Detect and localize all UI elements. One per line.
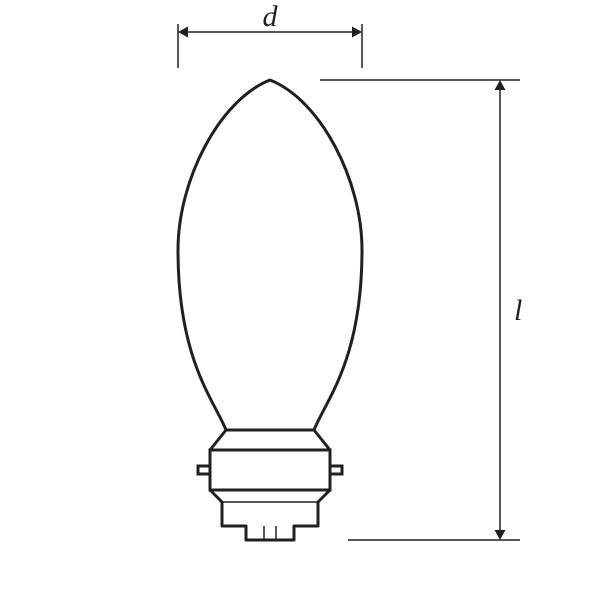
diagram-container: dl <box>0 0 600 600</box>
dim-d-label: d <box>263 0 279 33</box>
bulb-glass-outline <box>178 80 362 430</box>
bayonet-pin-right <box>330 466 342 474</box>
bayonet-pin-left <box>198 466 210 474</box>
bulb-base-body <box>210 450 330 490</box>
bulb-dimension-diagram: dl <box>0 0 600 600</box>
dim-l-label: l <box>514 294 522 327</box>
bulb-base-insulator <box>210 490 330 540</box>
bulb-collar <box>210 430 330 450</box>
